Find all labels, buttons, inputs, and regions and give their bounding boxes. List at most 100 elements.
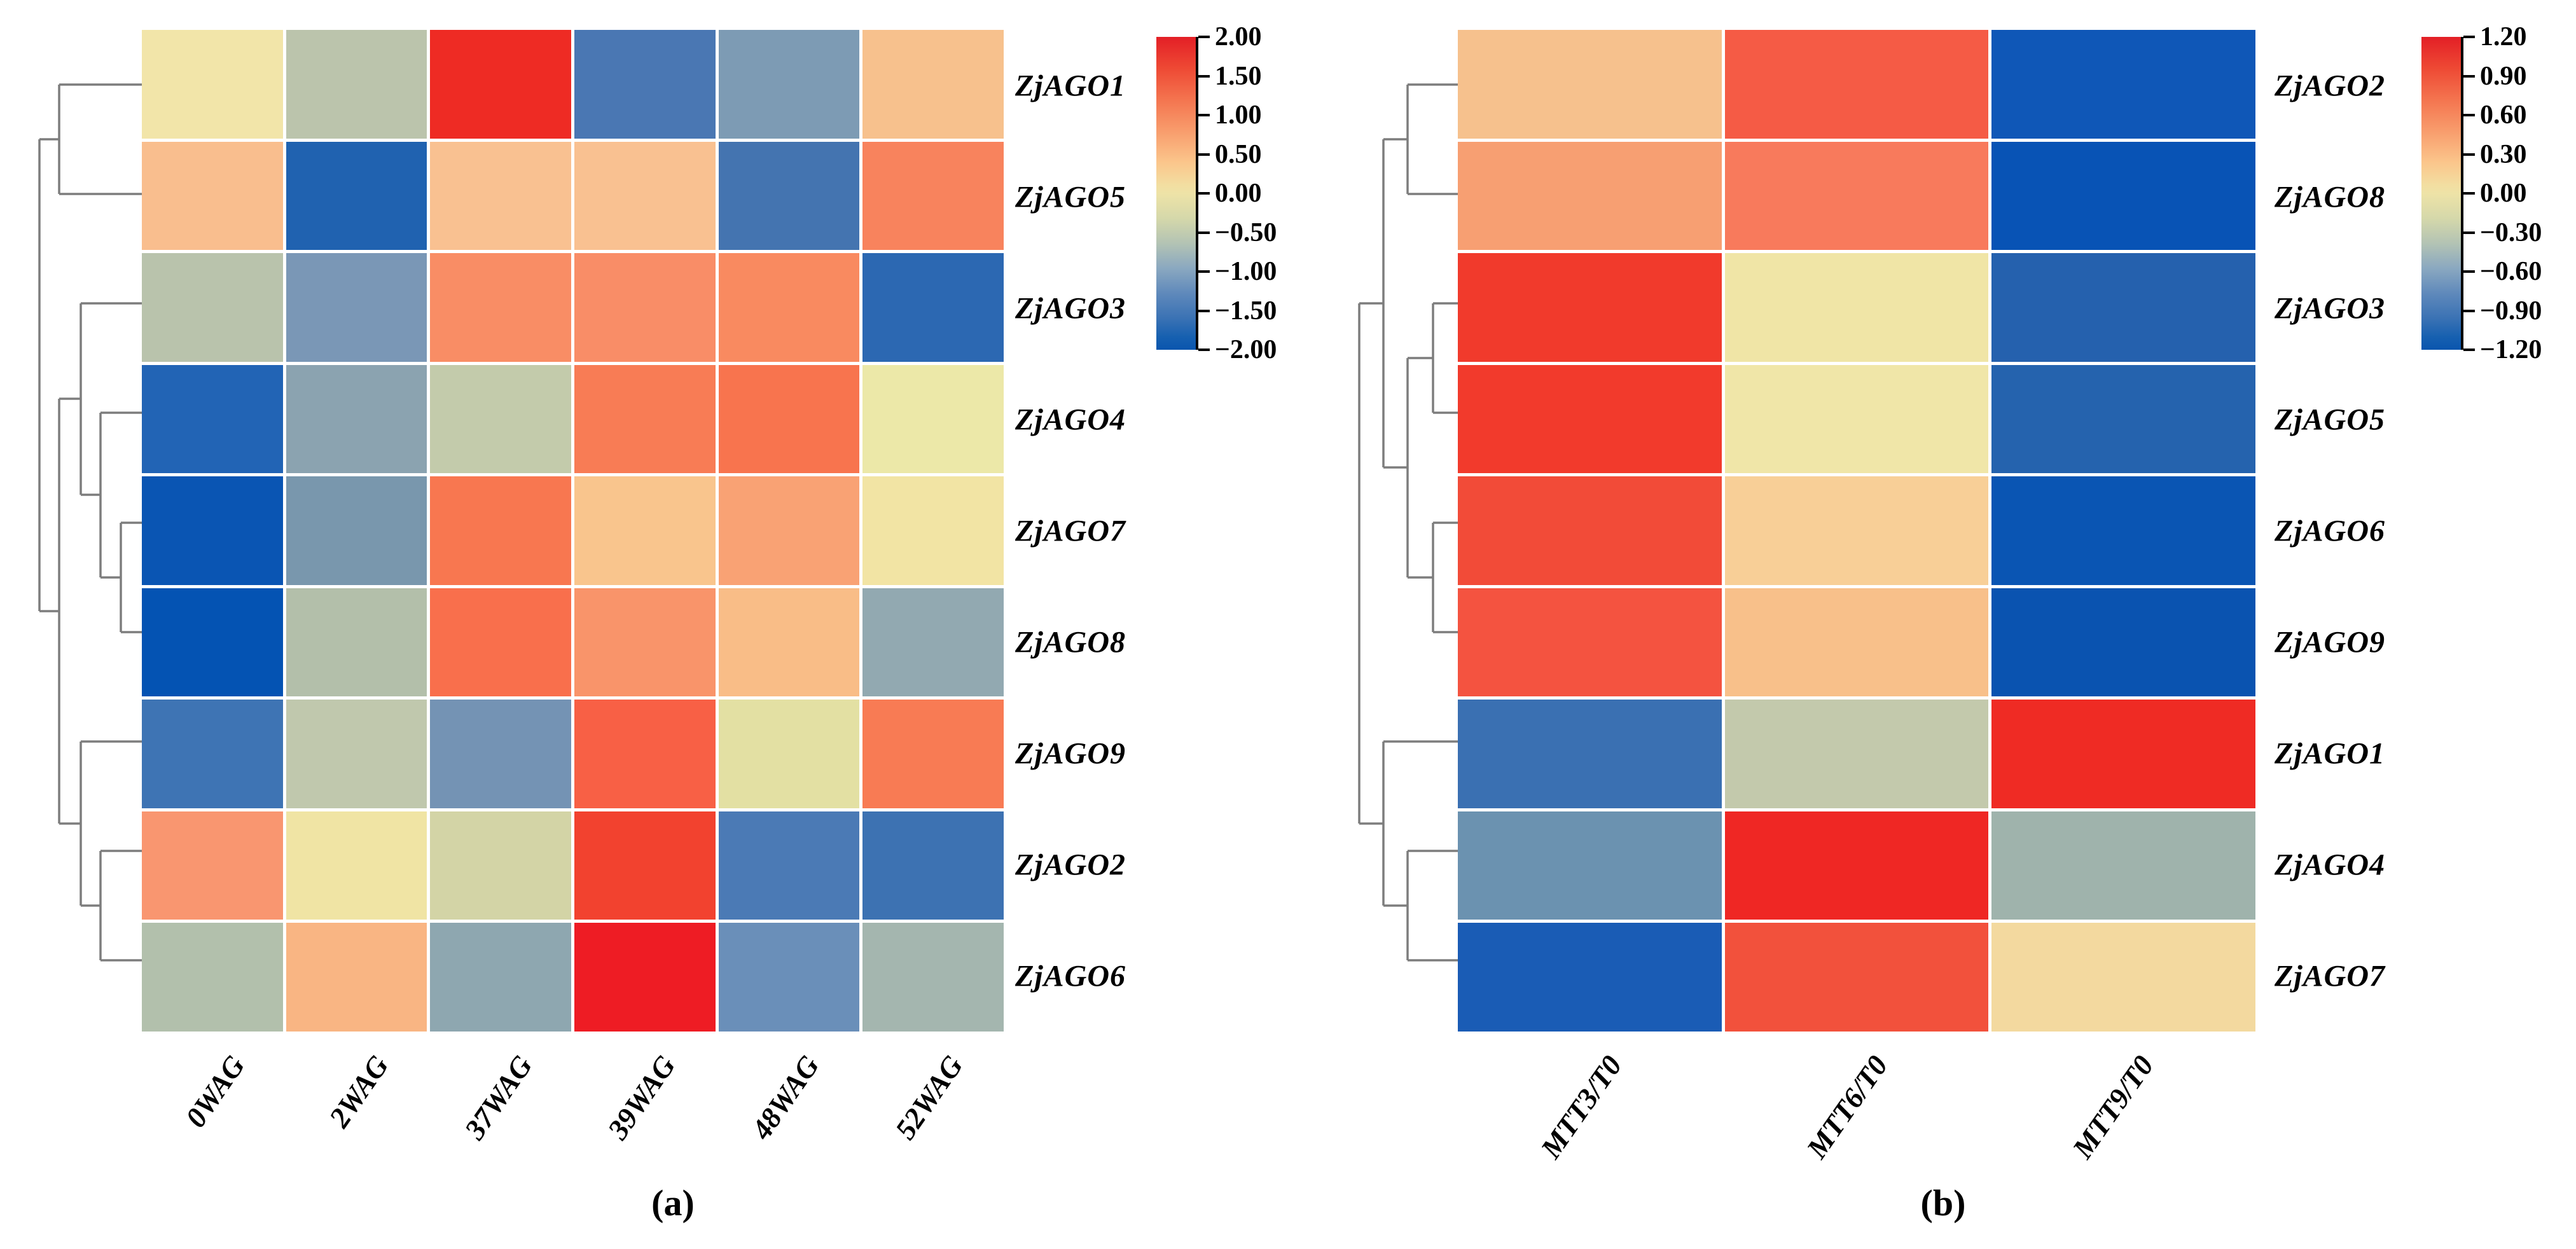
heatmap-cell-b-ZjAGO7-MTT3/T0 <box>1458 923 1722 1032</box>
heatmap-cell-a-ZjAGO9-0WAG <box>142 700 283 808</box>
heatmap-cell-a-ZjAGO6-52WAG <box>862 923 1004 1032</box>
heatmap-cell-b-ZjAGO9-MTT9/T0 <box>1991 588 2255 697</box>
colorbar-tick-label: 1.20 <box>2480 22 2527 52</box>
heatmap-cell-a-ZjAGO8-52WAG <box>862 588 1004 697</box>
heatmap-cell-a-ZjAGO6-39WAG <box>574 923 716 1032</box>
heatmap-cell-a-ZjAGO1-52WAG <box>862 30 1004 139</box>
heatmap-cell-a-ZjAGO3-37WAG <box>430 253 571 362</box>
colorbar-tick-label: −0.50 <box>1215 217 1277 247</box>
row-label-ZjAGO6: ZjAGO6 <box>2275 514 2385 548</box>
heatmap-cell-b-ZjAGO5-MTT9/T0 <box>1991 364 2255 474</box>
heatmap-cell-a-ZjAGO2-52WAG <box>862 811 1004 920</box>
heatmap-cell-a-ZjAGO3-48WAG <box>718 253 860 362</box>
colorbar-tick-label: −1.00 <box>1215 257 1277 286</box>
colorbar-tick <box>1198 231 1210 234</box>
column-label-0WAG: 0WAG <box>179 1049 251 1133</box>
heatmap-cell-a-ZjAGO8-2WAG <box>286 588 427 697</box>
heatmap-cell-b-ZjAGO2-MTT9/T0 <box>1991 30 2255 139</box>
column-label-39WAG: 39WAG <box>601 1049 682 1145</box>
heatmap-cell-b-ZjAGO4-MTT6/T0 <box>1724 811 1989 920</box>
row-label-ZjAGO4: ZjAGO4 <box>1015 403 1126 436</box>
heatmap-cell-a-ZjAGO7-48WAG <box>718 476 860 585</box>
row-label-ZjAGO2: ZjAGO2 <box>1015 848 1126 881</box>
column-label-48WAG: 48WAG <box>745 1049 826 1145</box>
heatmap-cell-b-ZjAGO8-MTT9/T0 <box>1991 141 2255 251</box>
colorbar-tick <box>2463 36 2475 38</box>
heatmap-cell-a-ZjAGO9-52WAG <box>862 700 1004 808</box>
row-label-ZjAGO9: ZjAGO9 <box>2275 625 2385 659</box>
colorbar-tick <box>2463 270 2475 273</box>
colorbar-tick-label: −2.00 <box>1215 335 1277 364</box>
colorbar-a <box>1156 37 1198 350</box>
row-label-ZjAGO8: ZjAGO8 <box>2275 180 2385 214</box>
row-label-ZjAGO5: ZjAGO5 <box>2275 403 2385 436</box>
heatmap-cell-a-ZjAGO4-2WAG <box>286 364 427 474</box>
heatmap-cell-b-ZjAGO7-MTT6/T0 <box>1724 923 1989 1032</box>
heatmap-cell-b-ZjAGO3-MTT6/T0 <box>1724 253 1989 362</box>
column-label-2WAG: 2WAG <box>322 1049 395 1133</box>
colorbar-tick <box>1198 309 1210 312</box>
heatmap-cell-b-ZjAGO1-MTT6/T0 <box>1724 700 1989 808</box>
heatmap-cell-a-ZjAGO6-2WAG <box>286 923 427 1032</box>
heatmap-cell-a-ZjAGO7-0WAG <box>142 476 283 585</box>
row-label-ZjAGO8: ZjAGO8 <box>1015 625 1126 659</box>
heatmap-a <box>142 30 1004 1032</box>
row-label-ZjAGO7: ZjAGO7 <box>1015 514 1126 548</box>
column-label-MTT9/T0: MTT9/T0 <box>2066 1049 2160 1164</box>
heatmap-cell-a-ZjAGO1-39WAG <box>574 30 716 139</box>
heatmap-cell-a-ZjAGO8-37WAG <box>430 588 571 697</box>
colorbar-tick <box>1198 270 1210 273</box>
row-label-ZjAGO2: ZjAGO2 <box>2275 69 2385 102</box>
row-label-ZjAGO3: ZjAGO3 <box>1015 291 1126 325</box>
heatmap-cell-a-ZjAGO1-2WAG <box>286 30 427 139</box>
heatmap-cell-a-ZjAGO7-37WAG <box>430 476 571 585</box>
heatmap-cell-a-ZjAGO2-0WAG <box>142 811 283 920</box>
colorbar-tick-label: −1.20 <box>2480 335 2542 364</box>
row-label-ZjAGO7: ZjAGO7 <box>2275 959 2385 993</box>
heatmap-cell-a-ZjAGO9-37WAG <box>430 700 571 808</box>
column-label-MTT3/T0: MTT3/T0 <box>1534 1049 1628 1164</box>
colorbar-tick-label: 0.00 <box>1215 179 1262 208</box>
column-label-52WAG: 52WAG <box>889 1049 969 1145</box>
panel-caption-a: (a) <box>651 1182 695 1224</box>
heatmap-cell-a-ZjAGO9-2WAG <box>286 700 427 808</box>
heatmap-cell-b-ZjAGO2-MTT3/T0 <box>1458 30 1722 139</box>
heatmap-cell-a-ZjAGO5-48WAG <box>718 141 860 251</box>
heatmap-cell-a-ZjAGO4-52WAG <box>862 364 1004 474</box>
heatmap-cell-a-ZjAGO5-52WAG <box>862 141 1004 251</box>
heatmap-cell-a-ZjAGO2-39WAG <box>574 811 716 920</box>
heatmap-cell-b-ZjAGO7-MTT9/T0 <box>1991 923 2255 1032</box>
heatmap-cell-a-ZjAGO4-0WAG <box>142 364 283 474</box>
heatmap-cell-b-ZjAGO3-MTT3/T0 <box>1458 253 1722 362</box>
heatmap-cell-a-ZjAGO1-48WAG <box>718 30 860 139</box>
colorbar-tick-label: −0.30 <box>2480 217 2542 247</box>
column-label-37WAG: 37WAG <box>457 1049 539 1145</box>
heatmap-cell-a-ZjAGO5-37WAG <box>430 141 571 251</box>
heatmap-cell-a-ZjAGO8-48WAG <box>718 588 860 697</box>
heatmap-cell-a-ZjAGO6-0WAG <box>142 923 283 1032</box>
heatmap-cell-a-ZjAGO4-37WAG <box>430 364 571 474</box>
colorbar-tick <box>1198 348 1210 351</box>
heatmap-cell-b-ZjAGO2-MTT6/T0 <box>1724 30 1989 139</box>
colorbar-tick <box>2463 309 2475 312</box>
heatmap-cell-a-ZjAGO6-37WAG <box>430 923 571 1032</box>
colorbar-tick <box>2463 348 2475 351</box>
colorbar-tick <box>1198 36 1210 38</box>
heatmap-cell-b-ZjAGO9-MTT6/T0 <box>1724 588 1989 697</box>
heatmap-cell-b-ZjAGO6-MTT9/T0 <box>1991 476 2255 585</box>
colorbar-b <box>2421 37 2463 350</box>
heatmap-cell-a-ZjAGO9-48WAG <box>718 700 860 808</box>
colorbar-tick <box>1198 114 1210 116</box>
row-label-ZjAGO5: ZjAGO5 <box>1015 180 1126 214</box>
heatmap-cell-a-ZjAGO3-2WAG <box>286 253 427 362</box>
heatmap-cell-a-ZjAGO5-2WAG <box>286 141 427 251</box>
heatmap-cell-a-ZjAGO5-39WAG <box>574 141 716 251</box>
colorbar-tick-label: −0.60 <box>2480 257 2542 286</box>
colorbar-tick-label: 1.50 <box>1215 61 1262 91</box>
heatmap-cell-a-ZjAGO7-2WAG <box>286 476 427 585</box>
heatmap-cell-a-ZjAGO4-48WAG <box>718 364 860 474</box>
colorbar-tick-label: 0.90 <box>2480 61 2527 91</box>
heatmap-cell-a-ZjAGO1-0WAG <box>142 30 283 139</box>
colorbar-tick-label: 1.00 <box>1215 100 1262 130</box>
